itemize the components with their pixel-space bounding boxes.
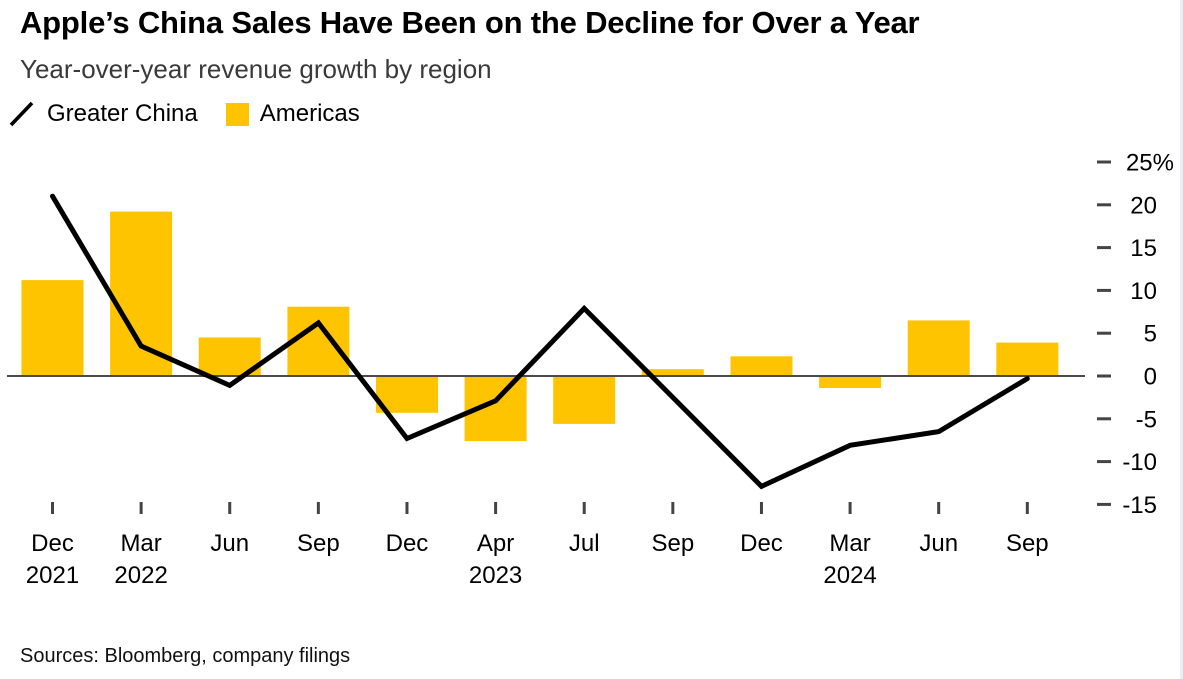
chart-title: Apple’s China Sales Have Been on the Dec… <box>20 5 920 40</box>
x-month-label: Jun <box>210 530 249 557</box>
legend-label-greater-china: Greater China <box>47 100 198 127</box>
x-month-label: Dec <box>31 530 74 557</box>
y-tick-label: 10 <box>1130 278 1157 305</box>
americas-bar <box>907 320 970 376</box>
page-right-edge <box>1180 0 1183 679</box>
americas-bar <box>21 280 84 376</box>
x-month-label: Sep <box>651 530 694 557</box>
greater-china-line <box>50 193 1030 490</box>
y-tick-label: 15 <box>1130 235 1157 262</box>
line-series-icon <box>9 101 34 127</box>
americas-bar <box>641 369 704 376</box>
y-tick-label: -15 <box>1122 492 1157 519</box>
bar-series-swatch-icon <box>225 102 249 126</box>
x-year-label: 2021 <box>26 562 79 589</box>
x-month-label: Jul <box>569 530 600 557</box>
y-tick-label: 20 <box>1130 192 1157 219</box>
americas-bar <box>553 376 616 424</box>
legend-item-americas: Americas <box>225 100 360 128</box>
y-tick-label: -5 <box>1136 406 1157 433</box>
x-month-label: Jun <box>919 530 958 557</box>
x-month-label: Apr <box>477 530 514 557</box>
y-tick-label: 25% <box>1126 150 1174 177</box>
x-year-label: 2024 <box>823 562 876 589</box>
americas-bar <box>287 306 350 376</box>
americas-bar <box>996 342 1059 376</box>
source-note: Sources: Bloomberg, company filings <box>20 645 351 667</box>
chart-legend: Greater China Americas <box>8 100 360 128</box>
legend-item-greater-china: Greater China <box>8 100 198 128</box>
americas-bar <box>110 211 173 376</box>
americas-bar <box>730 356 793 376</box>
legend-label-americas: Americas <box>259 100 360 127</box>
x-month-label: Mar <box>120 530 161 557</box>
x-year-label: 2023 <box>469 562 522 589</box>
y-tick-label: 5 <box>1144 321 1157 348</box>
x-month-label: Sep <box>297 530 340 557</box>
y-tick-label: 0 <box>1144 364 1157 391</box>
y-tick-label: -10 <box>1122 449 1157 476</box>
americas-bar <box>819 376 882 388</box>
americas-bar <box>376 376 438 413</box>
x-month-label: Mar <box>829 530 870 557</box>
x-month-label: Dec <box>740 530 783 557</box>
x-month-label: Dec <box>386 530 429 557</box>
chart-subtitle: Year-over-year revenue growth by region <box>20 54 492 84</box>
x-month-label: Sep <box>1006 530 1049 557</box>
x-year-label: 2022 <box>114 562 167 589</box>
